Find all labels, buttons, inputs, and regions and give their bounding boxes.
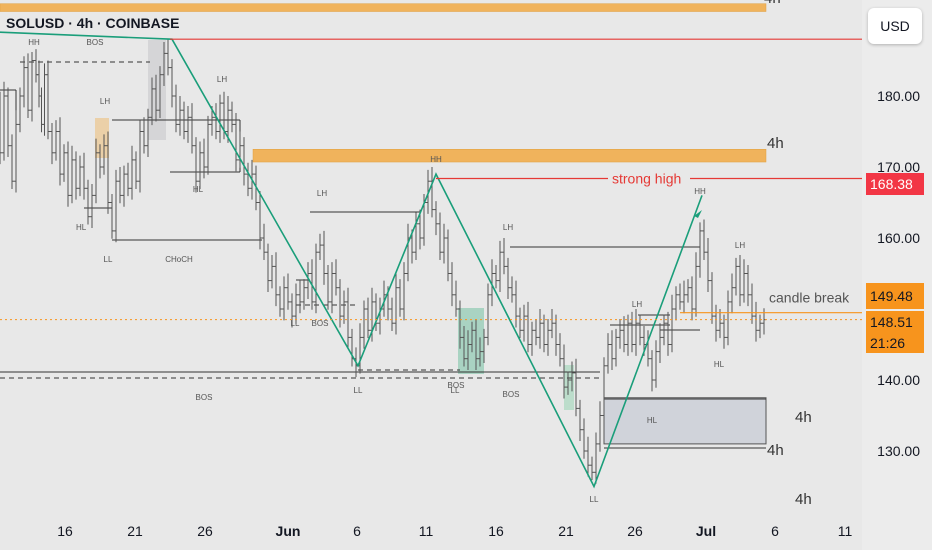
bar-countdown: 21:26	[866, 333, 924, 353]
x-tick-label: 21	[127, 523, 143, 539]
structure-annotation: HL	[647, 416, 658, 425]
structure-annotation: CHoCH	[165, 255, 193, 264]
x-tick-label: 11	[419, 523, 434, 539]
structure-annotation: LH	[632, 300, 642, 309]
zone-label: 4h	[767, 135, 784, 152]
zone	[603, 397, 767, 445]
x-tick-label: 16	[488, 523, 504, 539]
structure-annotation: LL	[354, 386, 363, 395]
zone	[0, 3, 767, 12]
structure-annotation: LH	[317, 189, 327, 198]
structure-annotation: LL	[590, 495, 599, 504]
structure-annotation: LH	[503, 223, 513, 232]
structure-annotation: BOS	[503, 390, 520, 399]
structure-annotation: BOS	[196, 393, 213, 402]
structure-annotation: LL	[451, 386, 460, 395]
structure-annotation: LH	[217, 75, 227, 84]
zone-label: 4h	[767, 442, 784, 459]
structure-annotation: HH	[694, 187, 706, 196]
structure-annotation: LH	[100, 97, 110, 106]
candle-break-price-tag: 149.48	[866, 283, 924, 309]
page-title: SOLUSD · 4h · COINBASE	[6, 15, 180, 31]
structure-annotation: HH	[430, 155, 442, 164]
highlight-box	[564, 365, 574, 410]
strong-high-price-tag: 168.38	[866, 173, 924, 195]
structure-annotation: LL	[104, 255, 113, 264]
x-tick-label: 16	[57, 523, 73, 539]
y-tick-label: 180.00	[877, 88, 920, 104]
x-tick-label: 26	[627, 523, 643, 539]
zone-label: 4h	[795, 491, 812, 508]
price-axis	[862, 0, 932, 550]
zigzag-line	[0, 31, 703, 489]
x-tick-label: 11	[838, 523, 853, 539]
structure-annotation: BOS	[448, 381, 465, 390]
zone-label: 4h	[764, 0, 781, 7]
current-price-tag: 148.51	[866, 311, 924, 333]
candle-break-label: candle break	[769, 290, 850, 306]
x-tick-label: 26	[197, 523, 213, 539]
currency-button[interactable]: USD	[868, 8, 922, 44]
structure-annotation: HL	[193, 185, 204, 194]
highlight-box	[95, 118, 109, 158]
y-tick-label: 140.00	[877, 372, 920, 388]
x-tick-label: Jun	[276, 523, 301, 539]
structure-annotation: BOS	[87, 38, 104, 47]
y-tick-label: 130.00	[877, 443, 920, 459]
structure-annotation: HL	[714, 360, 725, 369]
structure-annotation: LH	[735, 241, 745, 250]
structure-annotation: HL	[76, 223, 87, 232]
x-tick-label: 6	[353, 523, 361, 539]
strong-high-label: strong high	[612, 171, 681, 187]
x-tick-label: Jul	[696, 523, 716, 539]
structure-annotation: HH	[28, 38, 40, 47]
zigzag-arrowhead	[694, 210, 702, 218]
x-tick-label: 21	[558, 523, 574, 539]
highlight-box	[148, 40, 166, 140]
structure-annotation: LL	[291, 319, 300, 328]
zone-label: 4h	[795, 409, 812, 426]
x-tick-label: 6	[771, 523, 779, 539]
y-tick-label: 160.00	[877, 230, 920, 246]
y-tick-label: 170.00	[877, 159, 920, 175]
structure-annotation: BOS	[312, 319, 329, 328]
zone	[252, 149, 767, 163]
